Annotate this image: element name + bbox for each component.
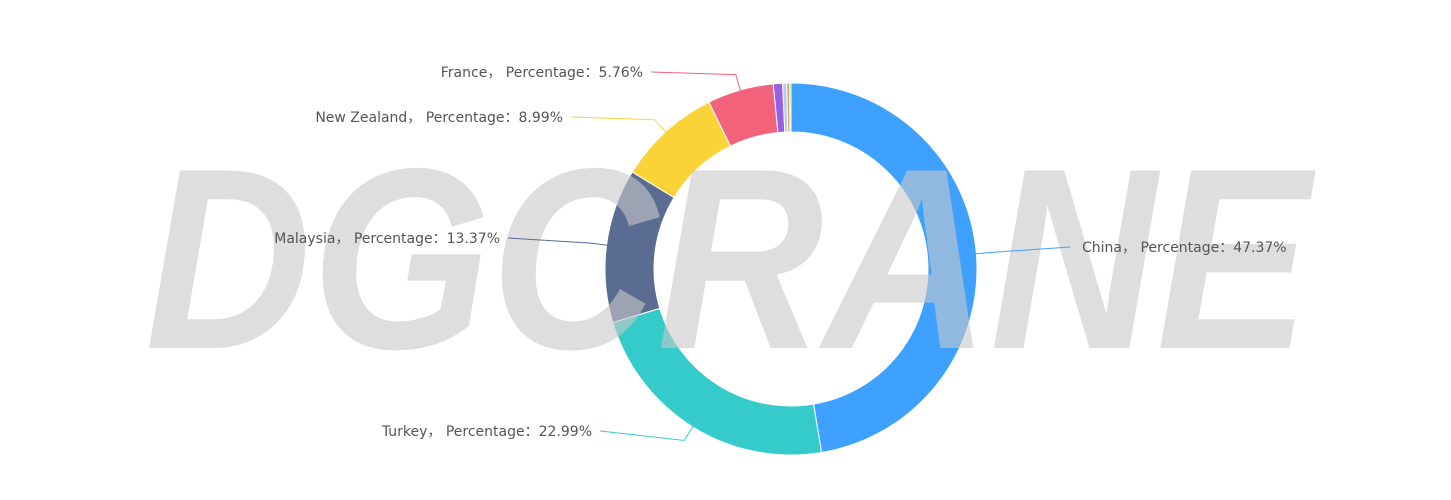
donut-slices	[604, 82, 978, 456]
leader-line-france	[650, 71, 742, 93]
label-malaysia: Malaysia， Percentage：13.37%	[274, 231, 500, 247]
leader-line-china	[974, 246, 1071, 255]
label-new-zealand: New Zealand， Percentage：8.99%	[315, 110, 563, 126]
watermark-logo: DGCRANE	[145, 114, 1318, 403]
leader-line-malaysia	[507, 237, 609, 246]
label-china: China， Percentage：47.37%	[1082, 240, 1287, 256]
leader-line-new-zealand	[570, 116, 668, 134]
watermark-text: DGCRANE	[145, 114, 1318, 403]
leader-line-turkey	[599, 424, 695, 441]
slice-china[interactable]	[790, 82, 978, 454]
label-turkey: Turkey， Percentage：22.99%	[381, 424, 592, 440]
label-france: France， Percentage：5.76%	[441, 65, 643, 81]
slice-labels: China， Percentage：47.37% Turkey， Percenta…	[274, 65, 1286, 440]
slice-minor-8[interactable]	[789, 82, 792, 133]
label-leader-lines	[507, 71, 1071, 441]
